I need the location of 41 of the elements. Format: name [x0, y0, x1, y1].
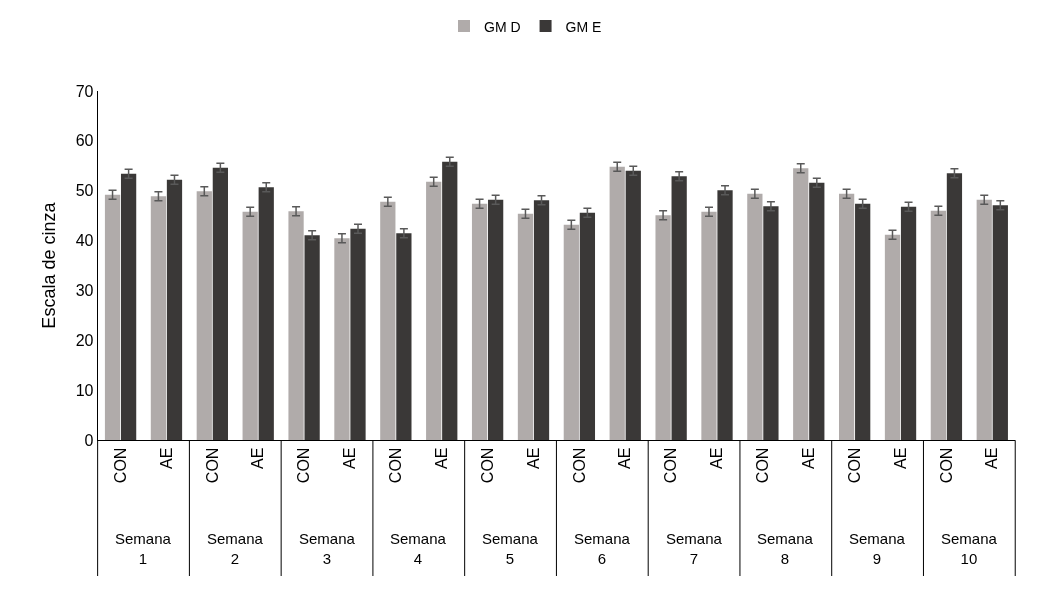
x-tick-label: AE [616, 447, 634, 469]
text: Semana 9 [849, 530, 906, 567]
y-tick-label: 60 [75, 132, 94, 150]
y-tick-label: 30 [75, 282, 94, 300]
x-tick-label: AE [891, 447, 909, 469]
x-tick-label: CON [387, 447, 405, 484]
text: Semana 5 [482, 530, 539, 567]
legend-label: GM D [484, 18, 521, 35]
x-tick-label: CON [754, 447, 772, 484]
text: Semana 8 [757, 530, 814, 567]
y-tick-label: 0 [84, 431, 94, 449]
text: Semana 3 [299, 530, 356, 567]
x-tick-label: AE [708, 447, 726, 469]
y-tick-label: 50 [75, 182, 94, 200]
x-tick-label: CON [203, 447, 221, 484]
x-tick-label: CON [845, 447, 863, 484]
x-tick-label: AE [799, 447, 817, 469]
text: Semana 7 [666, 530, 723, 567]
text: Semana 2 [207, 530, 264, 567]
y-tick-label: 70 [75, 82, 94, 100]
y-axis-title: Escala de cinza [38, 201, 59, 329]
x-tick-label: CON [295, 447, 313, 484]
x-tick-label: AE [524, 447, 542, 469]
text: Semana 10 [941, 530, 998, 567]
x-tick-label: CON [111, 447, 129, 484]
x-tick-label: AE [432, 447, 450, 469]
x-tick-label: AE [157, 447, 175, 469]
y-tick-label: 10 [75, 381, 94, 399]
x-tick-label: CON [478, 447, 496, 484]
x-tick-label: AE [983, 447, 1001, 469]
x-tick-label: AE [341, 447, 359, 469]
x-tick-label: CON [937, 447, 955, 484]
text: Semana 1 [115, 530, 172, 567]
text: Semana 4 [390, 530, 447, 567]
y-tick-label: 20 [75, 332, 94, 350]
x-tick-label: AE [249, 447, 267, 469]
legend-label: GM E [565, 18, 602, 35]
x-tick-label: CON [662, 447, 680, 484]
text: Semana 6 [574, 530, 631, 567]
y-tick-label: 40 [75, 232, 94, 250]
x-tick-label: CON [570, 447, 588, 484]
